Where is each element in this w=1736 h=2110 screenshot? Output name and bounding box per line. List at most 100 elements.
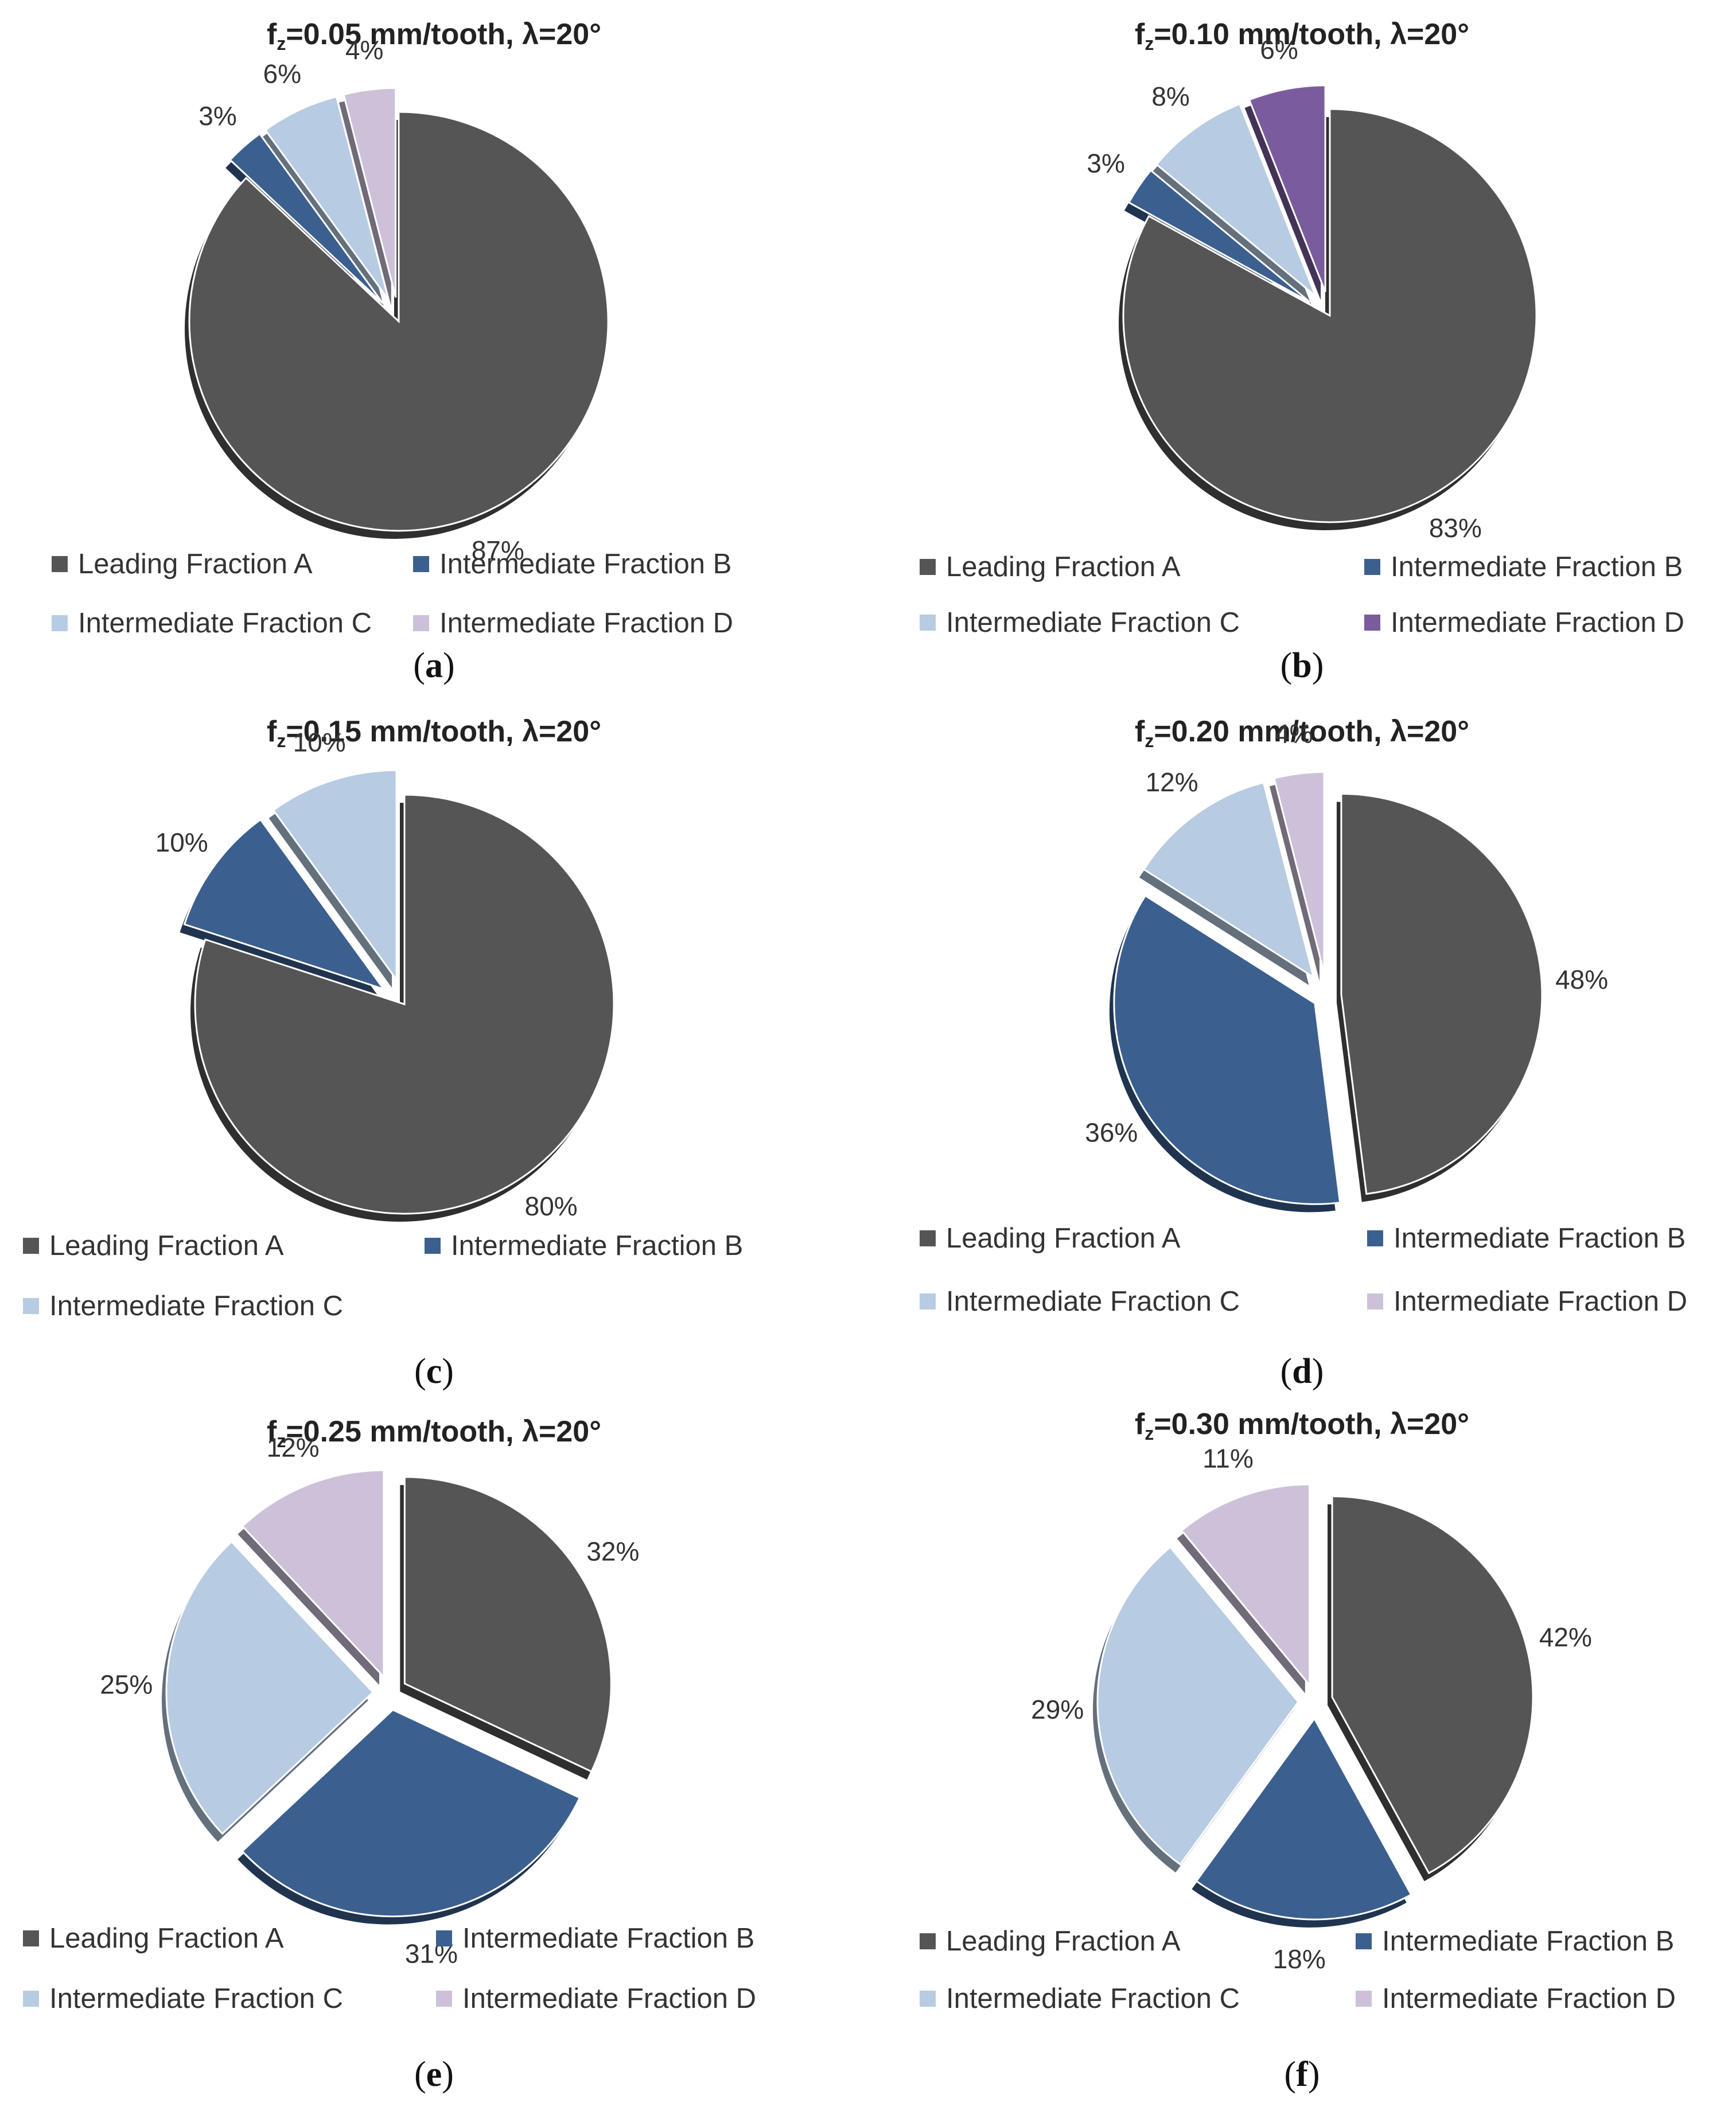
chart-title-text: =0.15 mm/tooth, λ=20° <box>286 715 601 748</box>
data-label-intermediate-fraction-c: 12% <box>1146 767 1198 797</box>
data-label-intermediate-fraction-d: 4% <box>1275 719 1313 749</box>
legend-item-intermediate-fraction-b: Intermediate Fraction B <box>436 1922 754 1954</box>
legend-swatch <box>920 1230 936 1246</box>
data-label-intermediate-fraction-c: 29% <box>1031 1695 1084 1724</box>
legend-label: Intermediate Fraction B <box>1382 1926 1675 1957</box>
legend-label: Leading Fraction A <box>946 1926 1181 1957</box>
chart-title-prefix: f <box>266 715 277 748</box>
panel-caption: (b) <box>1280 646 1324 685</box>
panel-caption-letter: f <box>1296 2055 1308 2094</box>
chart-title-subscript: z <box>1145 33 1154 54</box>
pie-slice-intermediate-fraction-c <box>1155 103 1317 297</box>
legend-label: Leading Fraction A <box>49 1230 284 1261</box>
legend-swatch <box>920 615 936 631</box>
legend-swatch <box>920 1933 936 1949</box>
legend-item-intermediate-fraction-d: Intermediate Fraction D <box>1364 607 1684 639</box>
legend-label: Leading Fraction A <box>946 551 1181 582</box>
chart-title: fz=0.15 mm/tooth, λ=20° <box>0 714 868 752</box>
legend-label: Intermediate Fraction C <box>946 1286 1240 1317</box>
chart-panel-c: fz=0.15 mm/tooth, λ=20° 80% 10% 10% Leading … <box>0 703 868 1406</box>
pie-slice-intermediate-fraction-b <box>241 1708 581 1918</box>
chart-title-text: =0.25 mm/tooth, λ=20° <box>286 1415 601 1448</box>
data-label-intermediate-fraction-b: 10% <box>155 827 208 857</box>
legend-item-intermediate-fraction-b: Intermediate Fraction B <box>1367 1222 1686 1254</box>
chart-title: fz=0.10 mm/tooth, λ=20° <box>868 17 1736 55</box>
chart-panel-e: fz=0.25 mm/tooth, λ=20° 32% 31% 25% 12% Leadi… <box>0 1406 868 2109</box>
legend-swatch <box>425 1238 441 1254</box>
panel-caption: (e) <box>414 2055 454 2094</box>
legend-label: Intermediate Fraction C <box>49 1983 343 2014</box>
legend-label: Intermediate Fraction B <box>462 1923 755 1954</box>
chart-title: fz=0.05 mm/tooth, λ=20° <box>0 17 868 55</box>
pie-slice-leading-fraction-a <box>1122 108 1538 523</box>
legend-swatch <box>1364 615 1380 631</box>
legend-item-intermediate-fraction-b: Intermediate Fraction B <box>425 1230 743 1262</box>
legend-item-intermediate-fraction-b: Intermediate Fraction B <box>1364 551 1683 583</box>
chart-panel-a: fz=0.05 mm/tooth, λ=20° 87% 3% 6% 4% Leading … <box>0 0 868 703</box>
panel-caption: (a) <box>413 646 455 685</box>
chart-title-text: =0.30 mm/tooth, λ=20° <box>1154 1408 1469 1441</box>
legend-label: Intermediate Fraction D <box>1394 1286 1687 1317</box>
legend-swatch <box>413 556 429 572</box>
pie-slice-intermediate-fraction-c <box>272 769 398 982</box>
pie-slice-intermediate-fraction-b <box>183 818 386 991</box>
chart-title-text: =0.05 mm/tooth, λ=20° <box>286 18 601 51</box>
chart-panel-f: fz=0.30 mm/tooth, λ=20° 42% 18% 29% 11% Leadi… <box>868 1406 1736 2109</box>
legend-label: Intermediate Fraction C <box>78 608 372 639</box>
data-label-intermediate-fraction-c: 6% <box>263 59 301 88</box>
data-label-leading-fraction-a: 83% <box>1429 513 1482 543</box>
data-label-intermediate-fraction-d: 12% <box>267 1432 320 1462</box>
legend-item-intermediate-fraction-c: Intermediate Fraction C <box>23 1290 343 1322</box>
pie-slice-intermediate-fraction-b <box>1195 1717 1412 1921</box>
legend-item-intermediate-fraction-d: Intermediate Fraction D <box>413 607 733 639</box>
pie-chart: 87% 3% 6% 4% <box>185 35 609 565</box>
chart-panel-d: fz=0.20 mm/tooth, λ=20° 48% 36% 12% 4% Leadin… <box>868 703 1736 1406</box>
pie-chart: 80% 10% 10% <box>155 727 615 1222</box>
legend-label: Intermediate Fraction C <box>946 607 1240 638</box>
legend-swatch <box>436 1930 452 1946</box>
legend-label: Leading Fraction A <box>49 1923 284 1954</box>
legend-item-intermediate-fraction-c: Intermediate Fraction C <box>920 1285 1240 1318</box>
pie-slice-intermediate-fraction-d <box>1180 1483 1311 1688</box>
legend-item-leading-fraction-a: Leading Fraction A <box>920 1925 1181 1957</box>
data-label-intermediate-fraction-b: 18% <box>1273 1944 1326 1974</box>
data-label-intermediate-fraction-c: 10% <box>293 727 346 757</box>
legend-swatch <box>1367 1293 1383 1309</box>
legend-item-leading-fraction-a: Leading Fraction A <box>23 1922 284 1954</box>
legend-label: Intermediate Fraction D <box>462 1983 756 2014</box>
panel-caption: (d) <box>1280 1352 1324 1391</box>
legend-swatch <box>23 1930 39 1946</box>
chart-title-subscript: z <box>1145 1423 1154 1444</box>
pie-slice-leading-fraction-a <box>194 794 615 1215</box>
data-label-intermediate-fraction-d: 4% <box>345 35 383 65</box>
chart-title-subscript: z <box>277 730 286 751</box>
data-label-leading-fraction-a: 48% <box>1555 965 1608 994</box>
panel-caption-letter: d <box>1292 1352 1312 1391</box>
chart-title-text: =0.20 mm/tooth, λ=20° <box>1154 715 1469 748</box>
legend-item-intermediate-fraction-d: Intermediate Fraction D <box>1367 1285 1687 1318</box>
legend-swatch <box>1356 1933 1372 1949</box>
data-label-intermediate-fraction-d: 11% <box>1202 1444 1254 1474</box>
pie-slice-intermediate-fraction-c <box>264 95 390 300</box>
legend-item-intermediate-fraction-c: Intermediate Fraction C <box>920 607 1240 639</box>
legend-label: Intermediate Fraction D <box>439 608 733 639</box>
chart-title-subscript: z <box>1145 730 1154 751</box>
pie-slice-intermediate-fraction-c <box>1142 781 1315 979</box>
data-label-intermediate-fraction-b: 3% <box>198 101 236 131</box>
chart-title-prefix: f <box>1134 1408 1145 1441</box>
legend-item-intermediate-fraction-c: Intermediate Fraction C <box>920 1983 1240 2015</box>
chart-title-prefix: f <box>1134 18 1145 51</box>
chart-title-prefix: f <box>266 1415 277 1448</box>
panel-caption-letter: e <box>426 2055 442 2094</box>
chart-title: fz=0.20 mm/tooth, λ=20° <box>868 714 1736 752</box>
legend-item-intermediate-fraction-c: Intermediate Fraction C <box>52 607 372 639</box>
legend-swatch <box>920 1293 936 1309</box>
pie-slice-intermediate-fraction-d <box>1273 771 1325 973</box>
legend-item-intermediate-fraction-b: Intermediate Fraction B <box>413 548 731 580</box>
legend-item-leading-fraction-a: Leading Fraction A <box>920 1222 1181 1254</box>
pie-slice-intermediate-fraction-d <box>342 87 397 298</box>
chart-panel-b: fz=0.10 mm/tooth, λ=20° 83% 3% 8% 6% Leading … <box>868 0 1736 703</box>
pie-slice-intermediate-fraction-b <box>229 133 384 304</box>
panel-caption-letter: b <box>1292 646 1312 685</box>
legend-label: Intermediate Fraction B <box>439 549 732 580</box>
